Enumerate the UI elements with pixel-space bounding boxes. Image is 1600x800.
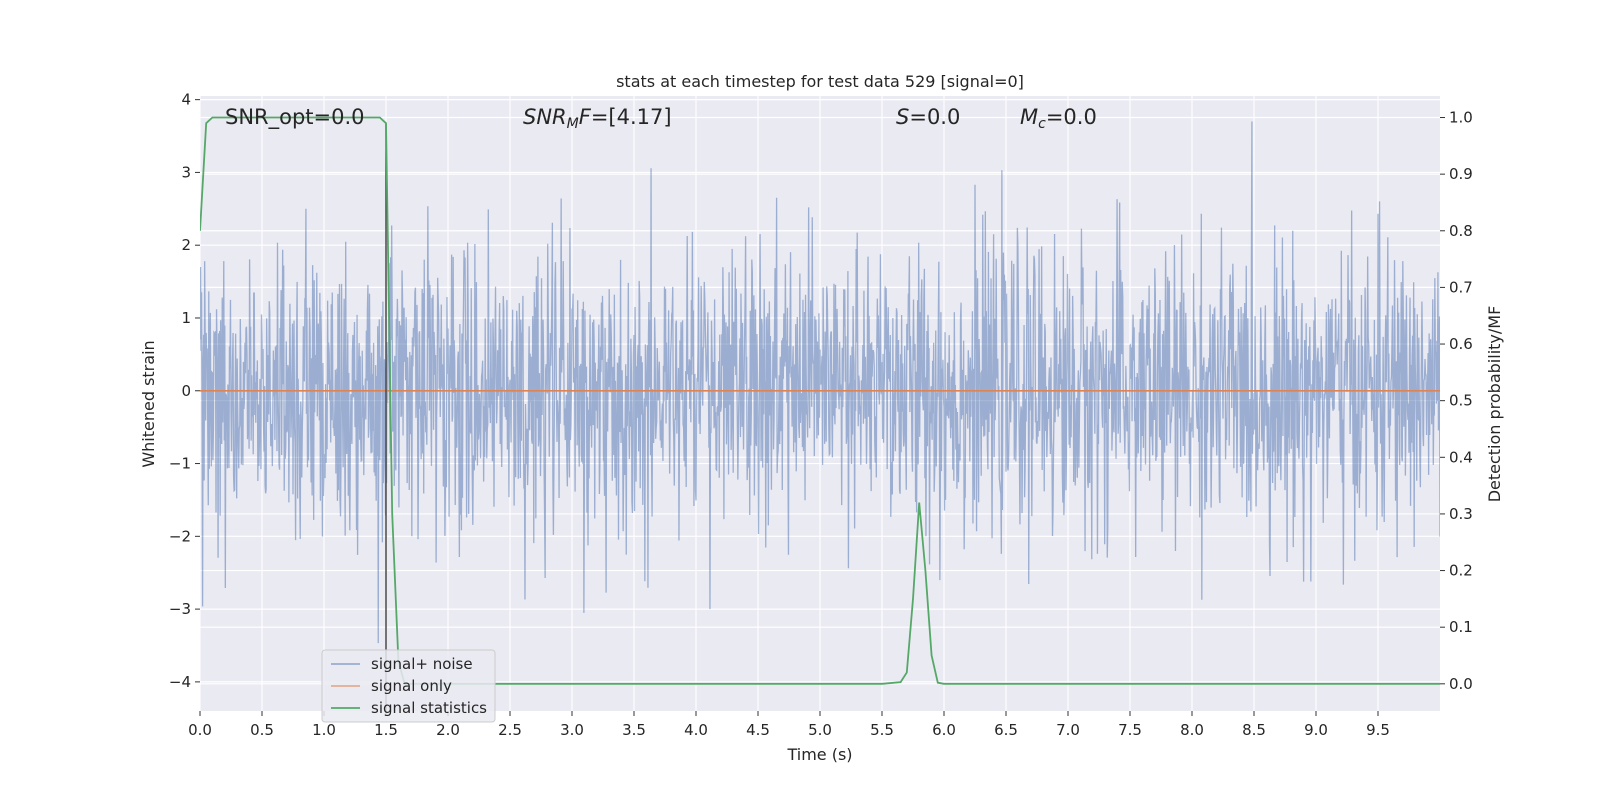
y-tick-label: 0 — [181, 382, 191, 400]
annotation-snr-opt: SNR_opt=0.0 — [225, 105, 365, 130]
annotation-snr-mf: SNRMF=[4.17] — [523, 105, 672, 132]
y2-axis-label: Detection probability/MF — [1485, 306, 1504, 503]
series-signal-noise-line — [200, 121, 1440, 644]
y2-tick-label: 0.4 — [1449, 448, 1473, 466]
y2-tick-label: 0.8 — [1449, 222, 1473, 240]
x-tick-label: 0.5 — [250, 721, 274, 739]
y2-tick-label: 0.6 — [1449, 335, 1473, 353]
y-axis-label: Whitened strain — [139, 340, 158, 467]
y-tick-label: −1 — [169, 455, 191, 473]
x-tick-label: 5.5 — [870, 721, 894, 739]
y-tick-label: −2 — [169, 527, 191, 545]
legend-label-signal-only: signal only — [371, 677, 452, 695]
x-tick-label: 8.5 — [1242, 721, 1266, 739]
y2-tick-label: 0.0 — [1449, 675, 1473, 693]
y2-tick-label: 1.0 — [1449, 109, 1473, 127]
legend-label-signal-statistics: signal statistics — [371, 699, 487, 717]
x-tick-label: 7.5 — [1118, 721, 1142, 739]
x-axis-ticks: 0.0 0.5 1.0 1.5 2.0 2.5 3.0 3.5 4.0 4.5 5.0 5.5 6.0 6… — [188, 711, 1390, 739]
x-tick-label: 4.5 — [746, 721, 770, 739]
y2-tick-label: 0.9 — [1449, 165, 1473, 183]
x-tick-label: 3.5 — [622, 721, 646, 739]
x-tick-label: 4.0 — [684, 721, 708, 739]
x-tick-label: 1.0 — [312, 721, 336, 739]
y2-tick-label: 0.1 — [1449, 618, 1473, 636]
annotation-s: S=0.0 — [896, 105, 960, 129]
x-tick-label: 9.0 — [1304, 721, 1328, 739]
x-tick-label: 3.0 — [560, 721, 584, 739]
y-tick-label: 3 — [181, 163, 191, 181]
annotation-mc: Mc=0.0 — [1020, 105, 1097, 132]
y-axis-ticks: 4 3 2 1 0 −1 −2 −3 −4 — [169, 91, 200, 691]
x-tick-label: 2.5 — [498, 721, 522, 739]
x-tick-label: 1.5 — [374, 721, 398, 739]
annotations: SNR_opt=0.0 SNRMF=[4.17] S=0.0 Mc=0.0 — [225, 105, 1097, 132]
x-axis-label: Time (s) — [786, 745, 852, 764]
y2-tick-label: 0.5 — [1449, 392, 1473, 410]
y-tick-label: −4 — [169, 673, 191, 691]
y2-axis-ticks: 1.0 0.9 0.8 0.7 0.6 0.5 0.4 0.3 0.2 0.1 0.0 — [1440, 109, 1473, 693]
x-tick-label: 6.0 — [932, 721, 956, 739]
y2-tick-label: 0.3 — [1449, 505, 1473, 523]
x-tick-label: 2.0 — [436, 721, 460, 739]
y-tick-label: 4 — [181, 91, 191, 109]
y-tick-label: −3 — [169, 600, 191, 618]
y-tick-label: 1 — [181, 309, 191, 327]
legend-label-signal-noise: signal+ noise — [371, 655, 473, 673]
legend-box — [321, 649, 496, 723]
legend: signal+ noise signal only signal statist… — [321, 649, 496, 723]
x-tick-label: 5.0 — [808, 721, 832, 739]
chart-title: stats at each timestep for test data 529… — [616, 72, 1024, 91]
x-tick-label: 6.5 — [994, 721, 1018, 739]
x-tick-label: 8.0 — [1180, 721, 1204, 739]
y2-tick-label: 0.7 — [1449, 278, 1473, 296]
x-tick-label: 0.0 — [188, 721, 212, 739]
x-tick-label: 9.5 — [1366, 721, 1390, 739]
x-tick-label: 7.0 — [1056, 721, 1080, 739]
y2-tick-label: 0.2 — [1449, 562, 1473, 580]
y-tick-label: 2 — [181, 236, 191, 254]
